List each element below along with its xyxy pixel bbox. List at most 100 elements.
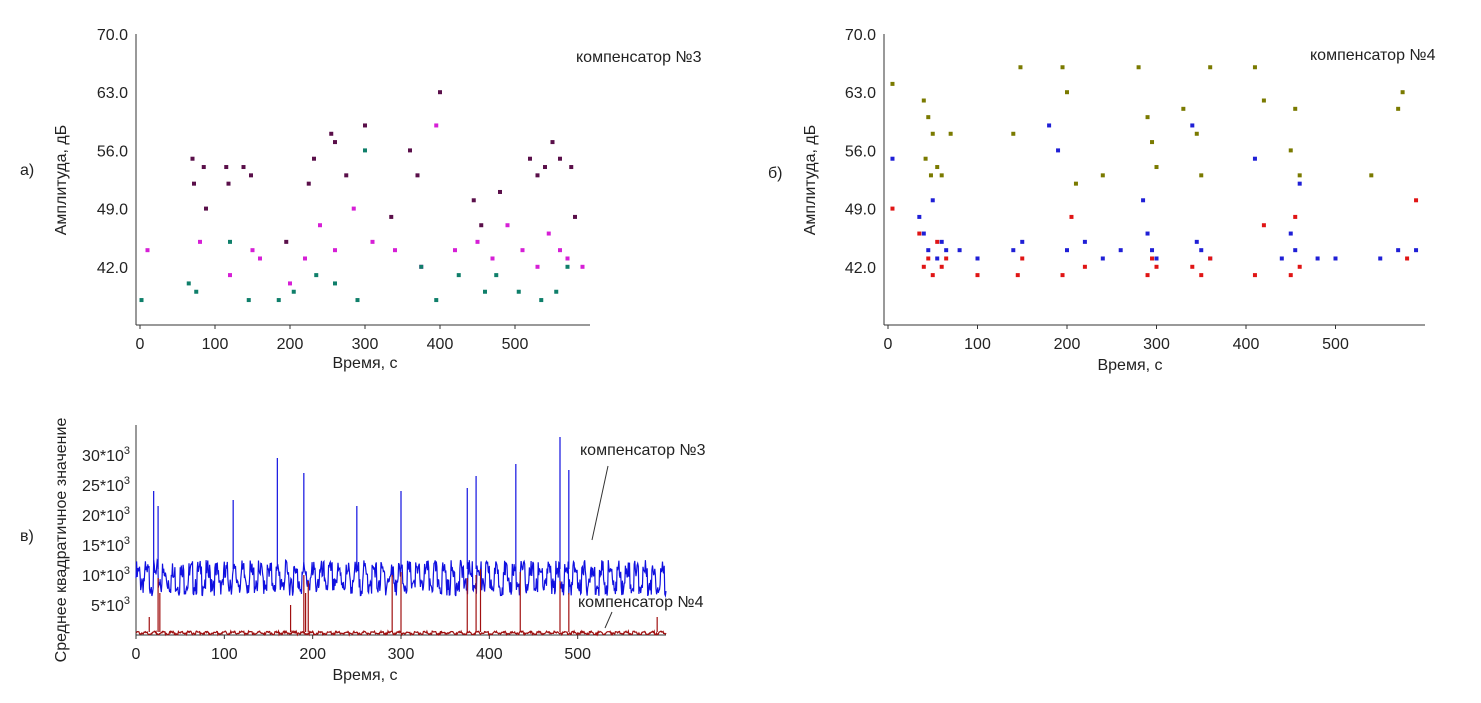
y-tick-label: 42.0 — [845, 260, 876, 277]
data-point — [921, 264, 926, 269]
y-tick-label: 56.0 — [845, 143, 876, 160]
data-point — [344, 173, 349, 178]
data-point — [1293, 248, 1298, 253]
data-point — [1011, 131, 1016, 136]
data-point — [408, 148, 412, 153]
data-point — [246, 298, 251, 303]
data-point — [498, 189, 502, 194]
data-point — [314, 273, 319, 278]
x-tick-label: 200 — [299, 646, 326, 663]
data-point — [190, 156, 195, 161]
data-point — [291, 289, 296, 294]
data-point — [535, 264, 540, 269]
y-tick-label: 49.0 — [845, 202, 876, 219]
data-point — [1145, 115, 1150, 120]
data-point — [186, 281, 191, 286]
data-point — [415, 173, 420, 178]
data-point — [930, 273, 935, 278]
data-point — [1414, 198, 1419, 203]
data-point — [389, 214, 394, 219]
data-point — [250, 248, 255, 253]
x-tick-label: 500 — [1322, 336, 1349, 353]
data-point — [1400, 90, 1405, 95]
data-point — [890, 156, 895, 161]
leader-line-2 — [604, 611, 613, 629]
data-point — [276, 298, 281, 303]
y-tick-label: 63.0 — [97, 85, 128, 102]
data-point — [479, 223, 484, 228]
data-point — [1011, 248, 1016, 253]
data-point — [930, 131, 935, 136]
data-point — [957, 248, 962, 253]
data-point — [1065, 90, 1069, 95]
data-point — [483, 289, 487, 294]
data-point — [1261, 98, 1266, 103]
data-point — [1288, 148, 1293, 153]
data-point — [370, 239, 375, 244]
data-point — [1018, 65, 1023, 70]
data-point — [312, 156, 316, 161]
y-tick-label: 5*103 — [91, 595, 130, 615]
data-point — [249, 173, 253, 178]
data-point — [434, 123, 439, 128]
data-point — [288, 281, 292, 286]
data-point — [363, 123, 367, 128]
data-point — [1056, 148, 1061, 153]
data-point — [453, 248, 457, 253]
chart-panel-a: 70.0 63.0 56.0 49.0 42.0 0 100 200 300 400 500 комп… — [53, 27, 702, 372]
data-point — [1333, 256, 1338, 261]
series-label-1: компенсатор №3 — [580, 442, 706, 459]
data-point — [1073, 181, 1078, 186]
data-point — [1252, 65, 1257, 70]
panel-label-a: а) — [20, 162, 34, 179]
data-point — [1020, 239, 1025, 244]
data-point — [1396, 106, 1401, 111]
data-point — [1279, 256, 1284, 261]
data-point — [528, 156, 532, 161]
y-axis-label: Среднее квадратичное значение — [53, 418, 70, 663]
data-point — [194, 289, 199, 294]
y-tick-label: 70.0 — [845, 27, 876, 44]
data-point — [1150, 256, 1155, 261]
x-tick-label: 500 — [502, 336, 529, 353]
x-tick-label: 500 — [564, 646, 591, 663]
data-point — [224, 165, 229, 170]
data-point — [318, 223, 322, 228]
data-point — [1015, 273, 1020, 278]
x-tick-label: 0 — [884, 336, 893, 353]
x-tick-label: 0 — [136, 336, 145, 353]
data-point — [558, 248, 562, 253]
data-point — [351, 206, 356, 211]
data-point — [1297, 181, 1302, 186]
y-tick-label: 30*103 — [82, 445, 130, 465]
data-point — [565, 264, 570, 269]
data-point — [569, 165, 574, 170]
data-point — [516, 289, 521, 294]
data-point — [494, 273, 499, 278]
data-point — [393, 248, 397, 253]
x-tick-label: 100 — [211, 646, 238, 663]
data-point — [917, 214, 922, 219]
data-point — [1060, 273, 1065, 278]
data-point — [1297, 264, 1302, 269]
data-point — [565, 256, 570, 261]
y-tick-label: 42.0 — [97, 260, 128, 277]
data-point — [1190, 123, 1195, 128]
data-point — [935, 165, 940, 170]
y-tick-label: 25*103 — [82, 475, 130, 495]
data-point — [550, 140, 555, 145]
data-point — [1154, 256, 1159, 261]
x-tick-label: 0 — [132, 646, 141, 663]
data-point — [554, 289, 559, 294]
data-point — [505, 223, 510, 228]
data-point — [333, 281, 337, 286]
y-tick-label: 49.0 — [97, 202, 128, 219]
data-point — [1145, 273, 1150, 278]
data-point — [228, 239, 232, 244]
series-annotation: компенсатор №4 — [1310, 47, 1436, 64]
data-point — [1414, 248, 1419, 253]
x-tick-label: 200 — [1054, 336, 1081, 353]
data-point — [1194, 131, 1199, 136]
x-tick-label: 300 — [1143, 336, 1170, 353]
data-point — [926, 256, 931, 261]
